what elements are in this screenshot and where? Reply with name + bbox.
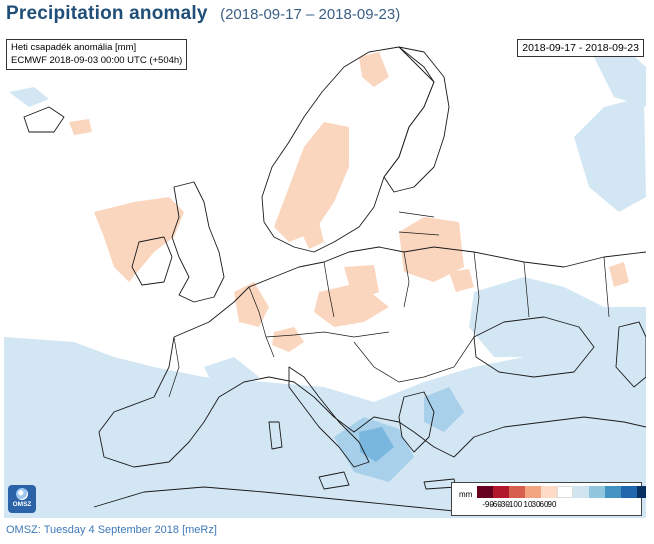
- legend-tick-label: 60: [539, 500, 549, 509]
- border-east: [473, 251, 610, 338]
- legend-swatch: [525, 486, 541, 498]
- page-subtitle: (2018-09-17 – 2018-09-23): [220, 6, 401, 23]
- border-balkans: [353, 336, 475, 383]
- wet-area-north-atlantic: [9, 87, 49, 107]
- outline-continent: [98, 246, 646, 468]
- dry-area-denmark: [299, 222, 324, 249]
- globe-icon: [16, 488, 28, 500]
- logo-text: OMSZ: [12, 501, 32, 508]
- legend-tick-label: 90: [547, 500, 557, 509]
- border-france-germany: [248, 286, 275, 358]
- omsz-logo: OMSZ: [8, 485, 36, 513]
- wet-area-alps: [204, 357, 259, 392]
- country-borders: [168, 211, 610, 398]
- forecast-info-box: Heti csapadék anomália [mm] ECMWF 2018-0…: [6, 39, 188, 70]
- border-baltic-states: [398, 211, 440, 236]
- outline-north-africa: [93, 486, 465, 513]
- wet-area-north-russia: [594, 47, 646, 107]
- legend-swatch: [541, 486, 557, 498]
- legend-tick-label: -10: [506, 500, 518, 509]
- legend-swatch: [573, 486, 589, 498]
- legend-swatch: [493, 486, 509, 498]
- outline-finland: [383, 46, 450, 193]
- legend-tick-label: 30: [531, 500, 541, 509]
- legend-tick-label: -90: [482, 500, 494, 509]
- wet-area-aegean: [424, 387, 464, 432]
- info-model-run: ECMWF 2018-09-03 00:00 UTC (+504h): [11, 55, 183, 66]
- color-legend: mm -90 -60 -30 -10 0 10 30 60 90: [451, 482, 646, 516]
- legend-ticks: -90 -60 -30 -10 0 10 30 60 90: [480, 500, 640, 509]
- outline-sicily: [318, 471, 350, 490]
- dry-area-atlantic-small: [69, 119, 92, 135]
- legend-swatches: [477, 486, 646, 498]
- legend-swatch: [621, 486, 637, 498]
- border-iberia: [168, 336, 180, 398]
- dry-area-switzerland: [272, 327, 304, 352]
- coastlines: [23, 46, 646, 513]
- page-header: Precipitation anomaly (2018-09-17 – 2018…: [6, 3, 400, 25]
- dry-area-scandinavia: [274, 122, 349, 242]
- legend-tick-label: 0: [517, 500, 523, 509]
- outline-great-britain: [171, 181, 225, 303]
- map-panel[interactable]: Heti csapadék anomália [mm] ECMWF 2018-0…: [4, 37, 646, 518]
- europe-map[interactable]: [4, 37, 646, 518]
- dry-area-ukraine: [449, 269, 474, 292]
- legend-tick-label: 10: [523, 500, 533, 509]
- border-poland-east: [403, 251, 410, 308]
- outline-ireland: [131, 236, 173, 286]
- outline-sardinia: [268, 421, 283, 450]
- legend-swatch: [509, 486, 525, 498]
- dry-area-north-norway: [359, 52, 389, 87]
- outline-black-sea: [473, 316, 595, 378]
- footer-credit: OMSZ: Tuesday 4 September 2018 [meRz]: [6, 524, 217, 536]
- legend-tick-label: -60: [490, 500, 502, 509]
- outline-italy: [288, 366, 370, 468]
- border-alps: [265, 331, 390, 338]
- wet-area-urals: [574, 97, 646, 212]
- dry-area-central-europe: [314, 285, 389, 327]
- info-variable: Heti csapadék anomália [mm]: [11, 42, 137, 53]
- legend-swatch: [637, 486, 646, 498]
- dry-area-germany-west: [234, 282, 269, 327]
- legend-tick-label: -30: [498, 500, 510, 509]
- outline-greece: [398, 391, 435, 453]
- legend-swatch: [605, 486, 621, 498]
- legend-unit: mm: [459, 490, 473, 499]
- outline-caspian: [615, 321, 646, 388]
- wet-area-black-sea: [469, 277, 646, 357]
- anomaly-shading: [4, 47, 646, 518]
- wet-area-ionian: [359, 427, 394, 462]
- date-range-box: 2018-09-17 - 2018-09-23: [517, 39, 644, 57]
- page-title: Precipitation anomaly: [6, 3, 208, 24]
- dry-area-east: [609, 262, 629, 287]
- wet-area-atlantic-south: [4, 322, 646, 518]
- border-germany-poland: [323, 261, 335, 318]
- legend-swatch: [477, 486, 493, 498]
- outline-iceland: [23, 106, 65, 133]
- dry-area-ireland-atlantic: [94, 197, 184, 282]
- legend-swatch: [557, 486, 573, 498]
- legend-swatch: [589, 486, 605, 498]
